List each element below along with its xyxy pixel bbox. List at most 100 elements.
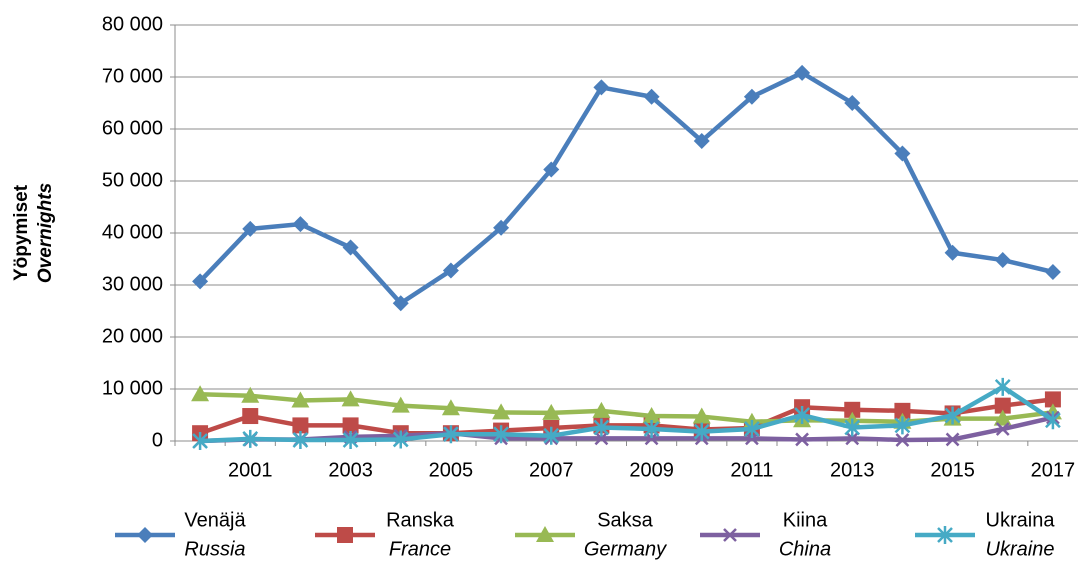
legend-label-en: Germany: [584, 538, 667, 560]
marker: [543, 161, 560, 178]
y-tick-label: 10 000: [102, 377, 163, 399]
marker: [593, 418, 610, 437]
series: [191, 385, 1062, 429]
marker: [493, 425, 509, 444]
marker: [543, 426, 560, 445]
marker: [441, 399, 460, 416]
marker: [994, 377, 1011, 396]
marker: [894, 416, 911, 435]
marker: [342, 417, 359, 434]
marker: [994, 397, 1011, 414]
marker: [844, 401, 861, 418]
x-tick-label: 2015: [930, 459, 975, 481]
legend-label-en: France: [389, 538, 451, 560]
marker: [795, 432, 809, 447]
legend-label: Ranska: [386, 509, 455, 531]
marker: [693, 132, 710, 149]
marker: [492, 403, 511, 420]
marker: [643, 420, 660, 439]
y-tick-label: 60 000: [102, 117, 163, 139]
series-line: [200, 415, 1054, 444]
marker: [442, 262, 459, 279]
y-tick-label: 80 000: [102, 13, 163, 35]
legend-label-en: Russia: [184, 538, 245, 560]
marker: [643, 88, 660, 105]
marker: [723, 528, 737, 542]
y-axis-title: Yöpymiset Overnights: [11, 183, 56, 283]
x-tick-label: 2013: [830, 459, 875, 481]
marker: [692, 407, 711, 424]
marker: [342, 430, 359, 449]
y-tick-label: 20 000: [102, 325, 163, 347]
marker: [242, 429, 259, 448]
legend-label-en: China: [779, 538, 831, 560]
x-tick-label: 2011: [730, 459, 773, 481]
marker: [292, 417, 309, 434]
legend-item: Venäjä Russia: [115, 509, 246, 560]
marker: [945, 432, 960, 447]
marker: [292, 430, 309, 449]
marker: [493, 219, 510, 236]
marker: [137, 527, 153, 543]
x-tick-label: 2003: [328, 459, 373, 481]
x-tick-label: 2001: [228, 459, 273, 481]
marker: [794, 64, 811, 81]
series-line: [199, 384, 1055, 444]
marker: [993, 409, 1012, 426]
legend-label: Kiina: [783, 509, 828, 531]
marker: [744, 420, 760, 439]
legend-item: Ukraina Ukraine: [915, 509, 1055, 560]
series-line: [200, 391, 1054, 425]
marker: [1044, 264, 1061, 280]
y-tick-label: 70 000: [102, 65, 163, 87]
marker: [642, 407, 661, 424]
marker: [944, 244, 961, 261]
legend-label-en: Ukraine: [986, 538, 1055, 560]
marker: [337, 527, 353, 543]
legend-item: Saksa Germany: [515, 509, 667, 560]
marker: [191, 385, 210, 402]
y-label: Yöpymiset: [11, 184, 32, 281]
marker: [995, 422, 1010, 436]
marker: [443, 425, 459, 444]
series-line: [198, 70, 1054, 306]
y-tick-label: 50 000: [102, 169, 163, 191]
marker: [743, 88, 760, 105]
marker: [592, 401, 611, 418]
marker: [794, 406, 810, 424]
marker: [845, 431, 860, 446]
marker: [693, 422, 710, 441]
marker: [291, 391, 310, 408]
marker: [894, 145, 911, 162]
x-tick-label: 2009: [629, 459, 674, 481]
marker: [391, 396, 410, 413]
y-tick-label: 0: [152, 429, 163, 451]
marker: [894, 402, 911, 419]
marker: [844, 418, 861, 437]
legend-label: Saksa: [597, 509, 653, 531]
y-tick-label: 40 000: [102, 221, 163, 243]
legend-label: Ukraina: [986, 509, 1056, 531]
series: [192, 64, 1061, 312]
marker: [937, 526, 953, 544]
marker: [341, 390, 360, 407]
marker: [342, 239, 359, 256]
marker: [192, 273, 209, 290]
marker: [994, 252, 1011, 269]
x-tick-label: 2017: [1031, 459, 1076, 481]
marker: [1045, 411, 1061, 430]
marker: [292, 216, 309, 233]
marker: [242, 220, 259, 237]
marker: [594, 431, 609, 446]
marker: [241, 386, 260, 403]
legend-item: Kiina China: [700, 509, 831, 560]
marker: [242, 408, 259, 425]
series: [192, 377, 1061, 450]
marker: [536, 526, 554, 542]
legend-label: Venäjä: [184, 509, 246, 531]
legend-item: Ranska France: [315, 509, 455, 560]
marker: [392, 430, 409, 449]
marker: [542, 403, 561, 420]
marker: [192, 432, 208, 450]
